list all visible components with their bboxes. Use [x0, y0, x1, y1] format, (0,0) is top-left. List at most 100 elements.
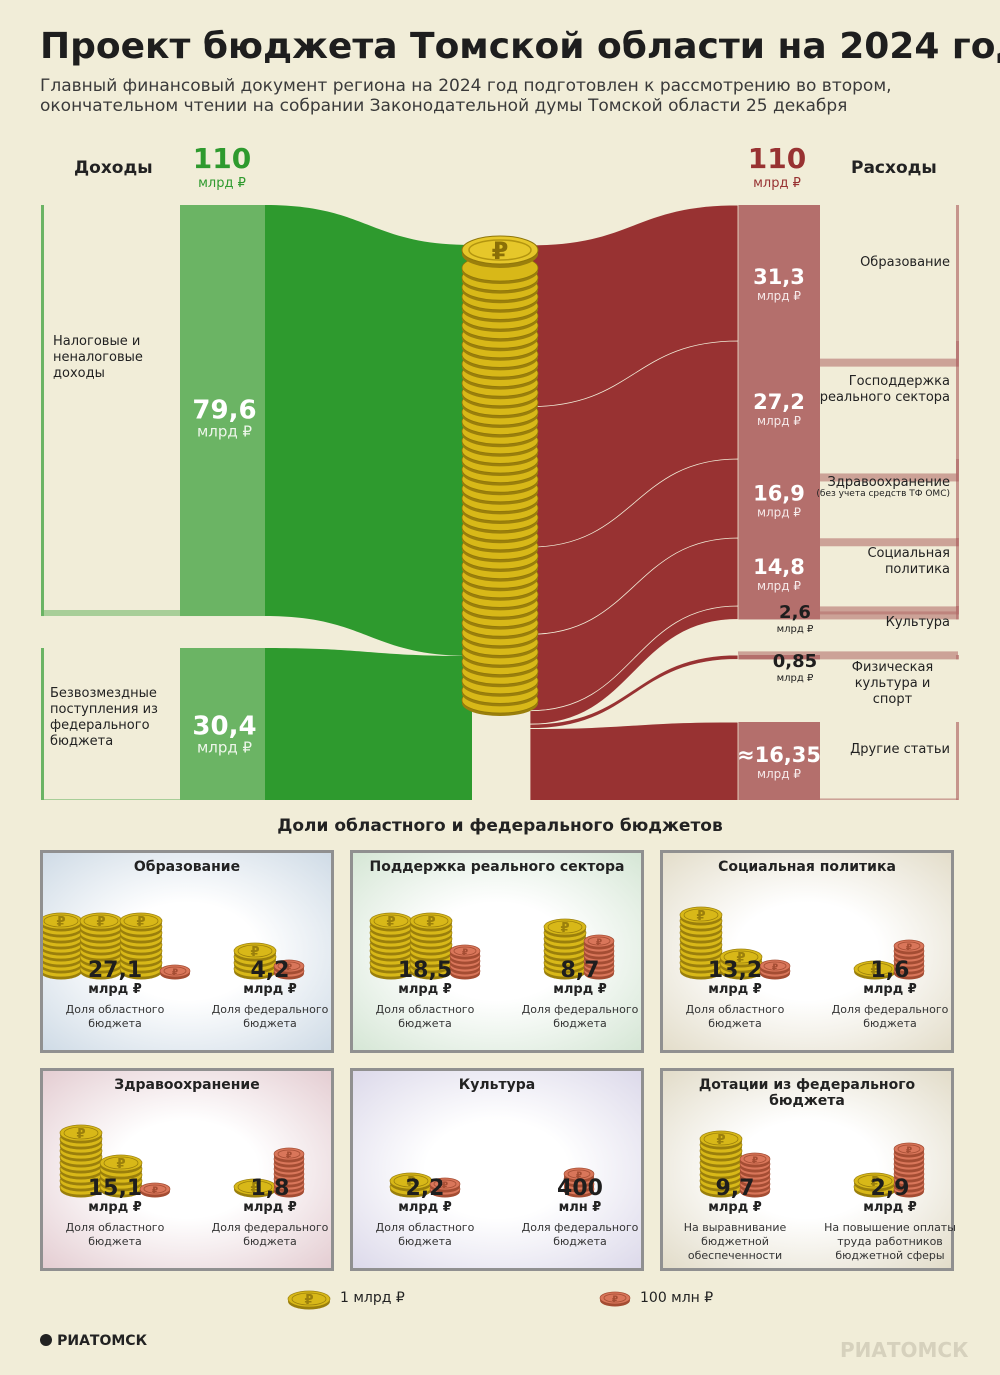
gold-coin-face	[679, 906, 723, 924]
ruble-sign-icon: ₽	[426, 915, 435, 930]
coin-rim	[83, 914, 119, 928]
expense-bracket-line-0	[956, 205, 959, 367]
expense-bracket-line-2	[956, 459, 959, 547]
share-panel-coins: ₽ ₽ ₽ ₽ ₽ ₽	[43, 912, 305, 980]
share-caption: Доля областного бюджета	[685, 1003, 785, 1030]
coin-rim	[291, 1292, 327, 1306]
ruble-sign-icon: ₽	[76, 1127, 85, 1142]
share-right-column: 8,7 млрд ₽ Доля федерального бюджета	[510, 959, 650, 1031]
coin-rim	[897, 941, 921, 951]
share-value: 1,8	[250, 1176, 290, 1201]
expense-flow-5	[529, 654, 739, 729]
share-caption: Доля федерального бюджета	[211, 1003, 329, 1030]
gold-coin-face	[233, 942, 277, 960]
expense-bracket-line-5	[956, 655, 959, 660]
expense-bracket-line-1	[956, 341, 959, 482]
gold-coin-face	[719, 948, 763, 966]
expense-unit-1: млрд ₽	[757, 414, 801, 428]
expense-bracket-line-4	[956, 606, 959, 620]
ruble-sign-icon: ₽	[250, 1181, 259, 1196]
ruble-sign-icon: ₽	[116, 1157, 125, 1172]
expense-value-0: 31,3	[753, 265, 805, 289]
page-subtitle: Главный финансовый документ региона на 2…	[40, 76, 892, 116]
share-panel-title: Здравоохранение	[114, 1077, 260, 1093]
expense-bar-6	[738, 722, 820, 800]
share-value: 2,2	[405, 1176, 445, 1201]
expense-bracket-line-3	[956, 538, 959, 615]
expense-flow-4	[529, 605, 739, 725]
expense-bar-4	[738, 606, 820, 620]
share-unit: млрд ₽	[708, 982, 762, 997]
share-left-column: 2,2 млрд ₽ Доля областного бюджета	[355, 1177, 495, 1249]
share-value: 1,6	[870, 958, 910, 983]
expense-label-health: Здравоохранение	[827, 475, 950, 490]
income-bracket-line	[41, 205, 44, 617]
ruble-sign-icon: ₽	[136, 915, 145, 930]
share-unit: млрд ₽	[863, 982, 917, 997]
ruble-sign-icon: ₽	[286, 1151, 292, 1161]
income-bracket	[41, 205, 180, 617]
share-unit: млн ₽	[558, 1200, 602, 1215]
coin-rim	[587, 936, 611, 946]
share-left-column: 18,5 млрд ₽ Доля областного бюджета	[355, 959, 495, 1031]
coin-rim	[163, 966, 187, 976]
ruble-sign-icon: ₽	[612, 1295, 618, 1305]
expense-header: Расходы	[851, 158, 937, 178]
share-panel-coins: ₽ ₽ ₽ ₽ ₽	[369, 912, 615, 980]
copper-coin-legend-icon: ₽	[599, 1291, 631, 1307]
share-panel-title: Образование	[133, 859, 241, 875]
ruble-sign-icon: ₽	[752, 1156, 758, 1166]
share-right-column: 2,9 млрд ₽ На повышение оплаты труда работ…	[820, 1177, 960, 1263]
ruble-sign-icon: ₽	[286, 963, 292, 973]
share-panel-title: Социальная политика	[718, 859, 896, 875]
expense-unit-5: млрд ₽	[777, 673, 814, 684]
ruble-sign-icon: ₽	[870, 963, 879, 978]
share-value: 9,7	[715, 1176, 755, 1201]
share-caption: Доля областного бюджета	[375, 1221, 475, 1248]
expense-label-social: Социальная политика	[867, 546, 950, 577]
expense-bar-2	[738, 459, 820, 547]
share-right-column: 1,8 млрд ₽ Доля федерального бюджета	[200, 1177, 340, 1249]
expense-value-4: 2,6	[779, 602, 811, 623]
ruble-sign-icon: ₽	[772, 963, 778, 973]
coin-rim	[547, 920, 583, 934]
expense-bracket-4	[738, 611, 958, 620]
gold-coin-face	[119, 912, 163, 930]
ruble-sign-icon: ₽	[386, 915, 395, 930]
share-unit: млрд ₽	[88, 1200, 142, 1215]
coin-rim	[123, 914, 159, 928]
ruble-sign-icon: ₽	[96, 915, 105, 930]
coin-rim	[103, 1156, 139, 1170]
share-caption: Доля федерального бюджета	[521, 1221, 639, 1248]
top-coin-rim	[468, 239, 532, 261]
gold-coin-face	[59, 1124, 103, 1142]
ruble-sign-icon: ₽	[906, 1146, 912, 1156]
gold-coin-face	[543, 918, 587, 936]
coin-rim	[723, 950, 759, 964]
expense-bracket-5	[738, 651, 958, 660]
coin-rim	[603, 1293, 627, 1303]
income-bar-1	[180, 648, 265, 800]
coin-rim	[237, 1180, 273, 1194]
ruble-sign-icon: ₽	[736, 951, 745, 966]
ruble-sign-icon: ₽	[696, 909, 705, 924]
expense-unit-4: млрд ₽	[777, 624, 814, 635]
income-unit-1: млрд ₽	[197, 738, 253, 756]
gold-coin-face	[99, 1154, 143, 1172]
expense-unit-0: млрд ₽	[757, 289, 801, 303]
gold-coin-face	[287, 1290, 331, 1308]
share-unit: млрд ₽	[708, 1200, 762, 1215]
gold-coin-face	[409, 912, 453, 930]
coin-rim	[373, 914, 409, 928]
share-value: 4,2	[250, 958, 290, 983]
share-panel-coins: ₽ ₽ ₽ ₽ ₽	[679, 906, 925, 980]
share-right-column: 1,6 млрд ₽ Доля федерального бюджета	[820, 959, 960, 1031]
ruble-sign-icon: ₽	[462, 948, 468, 958]
share-caption: На повышение оплаты труда работников бюд…	[824, 1221, 956, 1262]
ria-tomsk-logo: РИАТОМСК	[40, 1330, 147, 1349]
share-caption: Доля областного бюджета	[65, 1003, 165, 1030]
coin-rim	[683, 908, 719, 922]
share-value: 2,9	[870, 1176, 910, 1201]
share-left-column: 27,1 млрд ₽ Доля областного бюджета	[45, 959, 185, 1031]
